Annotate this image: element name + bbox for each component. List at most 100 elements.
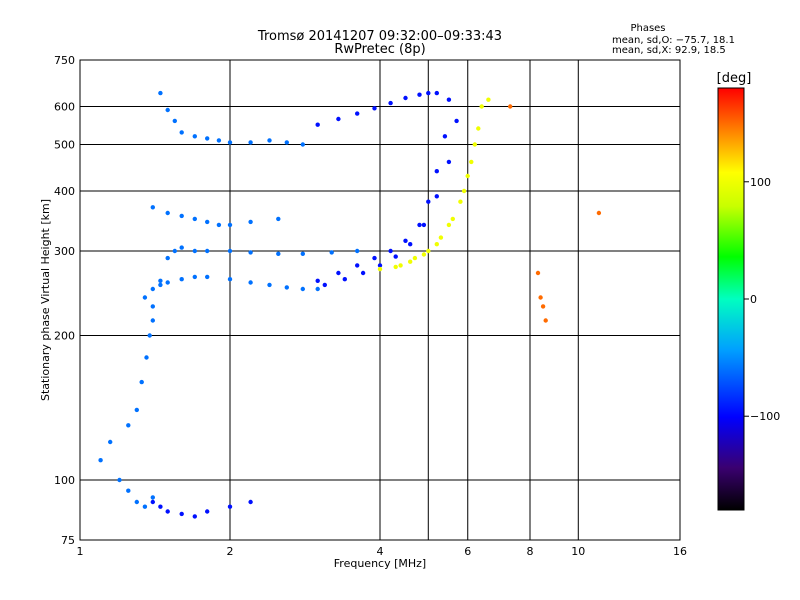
data-point <box>393 264 398 270</box>
data-point <box>336 270 341 276</box>
colorbar-ticks: 100 0 −100 <box>744 176 780 423</box>
data-point <box>150 286 155 292</box>
data-point <box>438 235 444 240</box>
data-point <box>393 254 398 259</box>
colorbar-tick-label: 100 <box>750 176 771 189</box>
data-point <box>408 259 413 264</box>
y-axis-ticks: 75 100 200 300 400 500 600 750 <box>54 54 75 547</box>
data-point <box>142 504 148 509</box>
data-point <box>284 140 289 145</box>
data-points <box>98 90 602 519</box>
data-point <box>205 509 210 514</box>
data-point <box>248 250 253 255</box>
data-point <box>192 514 197 519</box>
data-point <box>142 295 148 300</box>
y-tick-label: 400 <box>54 185 75 198</box>
y-axis-label: Stationary phase Virtual Height [km] <box>39 199 52 401</box>
data-point <box>144 355 149 360</box>
data-point <box>315 286 320 292</box>
data-point <box>360 270 366 276</box>
data-point <box>165 509 170 514</box>
legend-line-o: mean, sd,O: −75.7, 18.1 <box>612 35 735 46</box>
data-point <box>412 255 418 261</box>
data-point <box>192 134 197 139</box>
y-tick-label: 100 <box>54 474 75 487</box>
data-point <box>408 242 413 247</box>
data-point <box>179 277 184 282</box>
data-point <box>158 90 163 96</box>
data-point <box>227 248 233 254</box>
data-point <box>421 252 427 257</box>
data-point <box>227 504 233 509</box>
data-point <box>417 222 422 228</box>
x-tick-label: 10 <box>571 545 585 558</box>
data-point <box>179 213 184 219</box>
data-point <box>300 286 305 292</box>
y-tick-label: 75 <box>61 534 75 547</box>
data-point <box>165 210 170 216</box>
colorbar-tick-label: 0 <box>750 293 757 306</box>
data-point <box>126 423 131 428</box>
data-point <box>248 280 253 285</box>
x-tick-label: 16 <box>673 545 687 558</box>
x-tick-label: 4 <box>377 545 384 558</box>
data-point <box>98 458 103 463</box>
x-tick-label: 2 <box>227 545 234 558</box>
data-point <box>596 210 602 216</box>
data-point <box>329 250 334 255</box>
legend-heading: Phases <box>630 23 665 34</box>
data-point <box>377 266 383 272</box>
data-point <box>355 248 360 254</box>
x-tick-label: 1 <box>77 545 84 558</box>
colorbar-label: [deg] <box>717 71 752 86</box>
data-point <box>276 216 281 222</box>
data-point <box>403 95 408 101</box>
data-point <box>454 118 459 124</box>
data-point <box>446 97 452 102</box>
y-tick-label: 750 <box>54 54 75 67</box>
data-point <box>434 90 439 96</box>
data-point <box>300 251 305 256</box>
data-point <box>458 199 463 204</box>
data-point <box>442 134 448 139</box>
chart-subtitle: RwPretec (8p) <box>334 42 425 57</box>
data-point <box>322 282 327 288</box>
data-point <box>355 111 360 116</box>
data-point <box>434 169 439 174</box>
data-point <box>192 216 197 222</box>
data-point <box>165 107 170 113</box>
data-point <box>117 477 122 483</box>
data-point <box>355 263 360 268</box>
data-point <box>315 122 320 127</box>
data-point <box>158 278 163 283</box>
data-point <box>450 216 455 222</box>
data-point <box>134 407 139 413</box>
data-point <box>179 511 184 517</box>
data-point <box>388 248 393 254</box>
data-point <box>205 219 210 225</box>
data-point <box>248 219 253 225</box>
data-point <box>284 285 289 290</box>
y-tick-label: 600 <box>54 101 75 114</box>
x-tick-label: 6 <box>464 545 471 558</box>
data-point <box>179 130 184 135</box>
data-point <box>192 274 197 280</box>
data-point <box>158 282 163 288</box>
data-point <box>465 173 470 179</box>
data-point <box>372 106 377 111</box>
data-point <box>508 104 513 109</box>
data-point <box>150 205 155 210</box>
y-tick-label: 200 <box>54 330 75 343</box>
data-point <box>108 439 113 445</box>
data-point <box>276 251 281 256</box>
data-point <box>205 274 210 280</box>
data-point <box>227 222 233 228</box>
y-tick-label: 500 <box>54 139 75 152</box>
data-point <box>205 248 210 254</box>
data-point <box>476 126 481 131</box>
colorbar <box>717 87 745 511</box>
data-point <box>486 97 491 102</box>
data-point <box>267 282 272 288</box>
data-point <box>421 222 427 228</box>
